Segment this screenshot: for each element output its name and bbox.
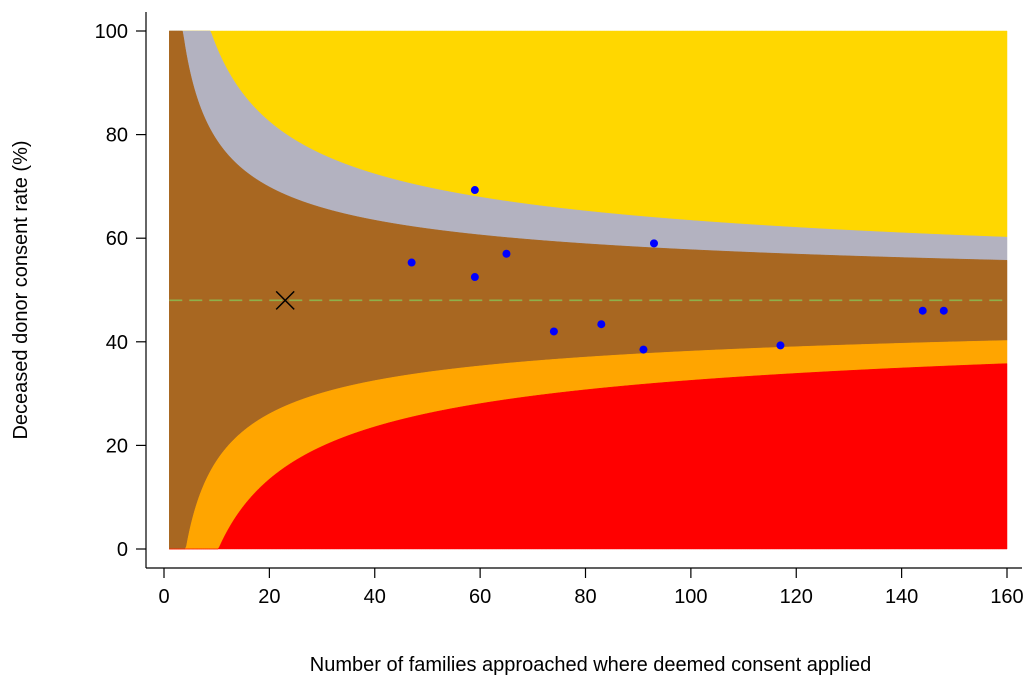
x-tick-label: 140 (885, 586, 918, 608)
data-point (407, 258, 416, 267)
data-point (502, 249, 511, 258)
data-point (776, 341, 785, 350)
highlighted-point-marker (275, 290, 295, 310)
data-point (470, 186, 479, 195)
x-tick-label: 0 (158, 586, 169, 608)
x-tick-label: 160 (990, 586, 1023, 608)
y-tick-label: 60 (106, 228, 128, 250)
x-axis-title: Number of families approached where deem… (310, 654, 871, 676)
x-tick-label: 80 (574, 586, 596, 608)
y-tick-label: 80 (106, 125, 128, 147)
data-point (918, 306, 927, 315)
data-point (597, 320, 606, 329)
x-tick-label: 60 (469, 586, 491, 608)
funnel-bands (169, 30, 1008, 550)
y-tick-label: 40 (106, 332, 128, 354)
y-tick-label: 0 (117, 539, 128, 561)
x-tick-label: 20 (258, 586, 280, 608)
data-point (649, 239, 658, 248)
y-tick-label: 20 (106, 435, 128, 457)
data-point (549, 327, 558, 336)
y-axis-title: Deceased donor consent rate (%) (10, 140, 32, 439)
x-tick-label: 120 (780, 586, 813, 608)
marker-stroke (275, 290, 295, 310)
axes: 0 20 40 60 80 100 120 140 160 0 20 40 60 80 100 Numbe… (10, 12, 1024, 676)
y-tick-label: 100 (95, 21, 128, 43)
band-below-outer-limit (169, 363, 1008, 550)
y-axis-ticks: 0 20 40 60 80 100 (95, 21, 146, 561)
x-tick-label: 100 (674, 586, 707, 608)
data-point (470, 273, 479, 282)
data-points (407, 186, 948, 354)
x-axis-ticks: 0 20 40 60 80 100 120 140 160 (158, 568, 1024, 608)
reference-line-group (169, 290, 1007, 310)
x-tick-label: 40 (364, 586, 386, 608)
data-point (939, 306, 948, 315)
data-point (639, 345, 648, 354)
